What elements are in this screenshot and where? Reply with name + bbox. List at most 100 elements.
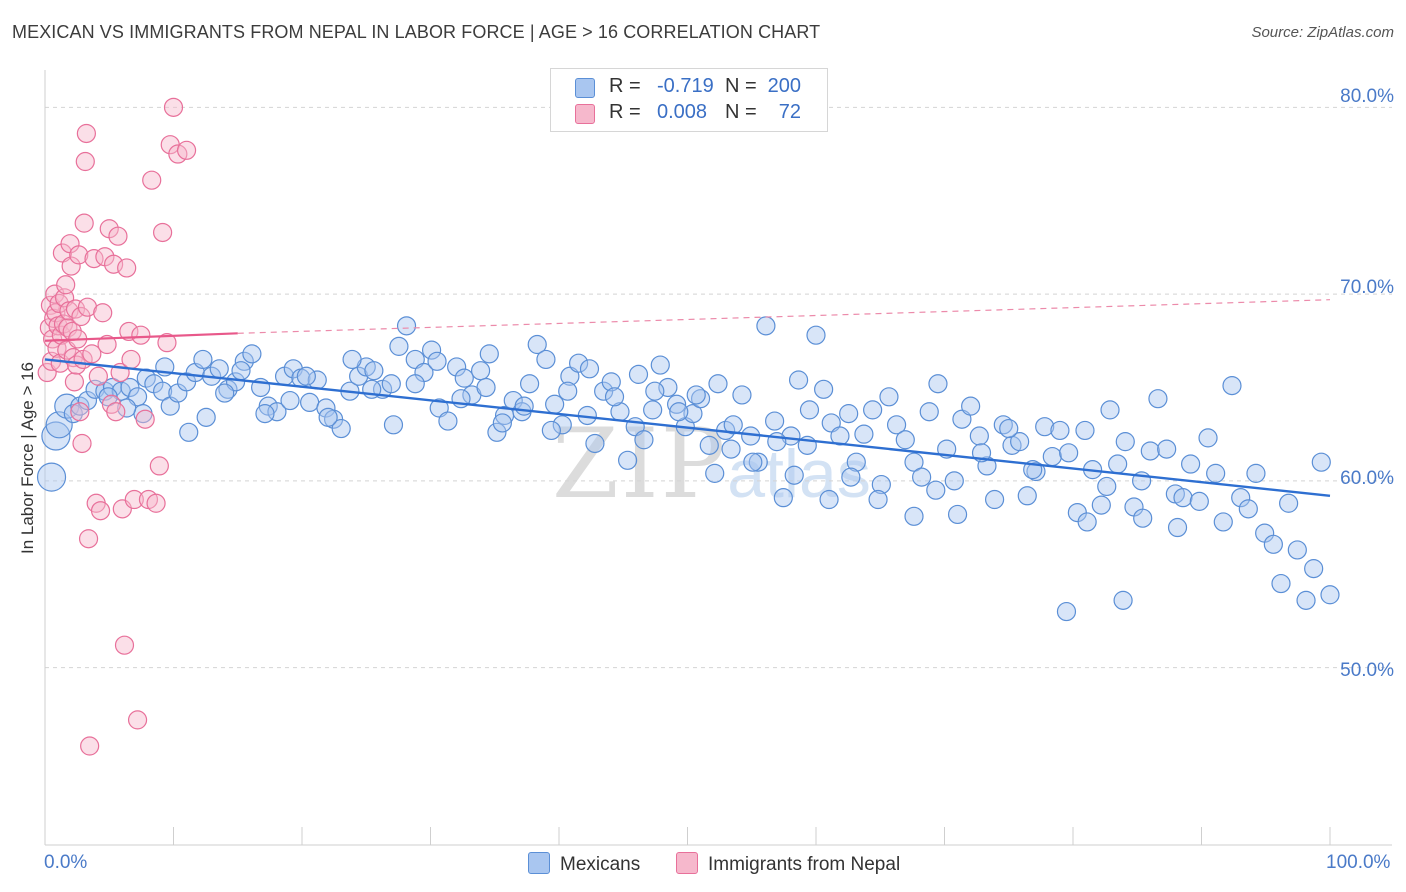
mexicans-point — [242, 344, 262, 364]
mexicans-point — [784, 465, 804, 485]
nepal-point — [127, 710, 148, 730]
mexicans-point — [863, 400, 883, 420]
mexicans-point — [1140, 441, 1160, 461]
nepal-point — [80, 736, 100, 756]
mexicans-point — [604, 387, 625, 407]
nepal-point — [69, 245, 89, 265]
legend-swatch-nepal — [676, 852, 698, 874]
mexicans-point — [1056, 601, 1077, 622]
nepal-point — [76, 123, 96, 144]
mexicans-point — [1198, 428, 1218, 448]
mexicans-point — [196, 407, 216, 427]
nepal-point — [56, 275, 76, 295]
mexicans-point — [519, 374, 540, 394]
nepal-point — [142, 170, 162, 190]
y-axis-label: In Labor Force | Age > 16 — [18, 361, 37, 555]
mexicans-point — [928, 374, 948, 394]
mexicans-point — [536, 349, 556, 370]
mexicans-point — [854, 424, 874, 444]
mexicans-point — [944, 471, 964, 491]
mexicans-point — [904, 452, 924, 472]
mexicans-point — [1133, 508, 1153, 528]
legend-item-mexicans[interactable]: Mexicans — [528, 852, 640, 876]
watermark: ZIPatlas — [552, 408, 871, 520]
mexicans-point — [492, 413, 512, 433]
nepal-point — [131, 325, 151, 345]
mexicans-point — [748, 452, 768, 472]
mexicans-point — [961, 396, 981, 416]
legend-r-label: R = — [609, 75, 641, 97]
watermark-zip: ZIP — [552, 408, 728, 520]
mexicans-point — [1304, 559, 1324, 579]
mexicans-point — [1181, 454, 1201, 474]
mexicans-point — [296, 366, 316, 386]
mexicans-point — [1113, 590, 1133, 610]
mexicans-point — [919, 402, 939, 422]
mexicans-point — [912, 467, 932, 487]
mexicans-point — [558, 381, 578, 401]
nepal-point — [61, 256, 81, 276]
mexicans-point — [732, 385, 752, 405]
legend-item-nepal[interactable]: Immigrants from Nepal — [676, 852, 900, 876]
nepal-point — [72, 433, 92, 454]
mexicans-point — [841, 467, 861, 487]
mexicans-point — [926, 480, 946, 500]
mexicans-point — [1035, 417, 1055, 437]
mexicans-point — [645, 381, 665, 401]
mexicans-point — [1097, 476, 1117, 497]
mexicans-point — [579, 359, 600, 379]
nepal-point — [117, 258, 137, 278]
mexicans-point — [886, 415, 907, 435]
nepal-point — [70, 402, 90, 422]
mexicans-point — [1042, 446, 1062, 467]
mexicans-point — [781, 426, 801, 446]
mexicans-point — [1115, 432, 1135, 452]
mexicans-point — [438, 411, 458, 431]
stats-legend: R = -0.719 N = 200 R = 0.008 N = 72 — [550, 68, 828, 132]
mexicans-point — [1296, 590, 1316, 610]
mexicans-point — [1026, 461, 1046, 482]
mexicans-point — [628, 364, 649, 384]
mexicans-point — [721, 439, 741, 459]
mexicans-point — [814, 379, 834, 399]
mexicans-point — [947, 504, 968, 525]
source-label: Source: ZipAtlas.com — [1251, 24, 1394, 41]
mexicans-point — [389, 336, 409, 356]
mexicans-point — [476, 377, 496, 398]
mexicans-point — [383, 415, 404, 435]
mexicans-point — [1271, 573, 1291, 594]
mexicans-point — [280, 390, 300, 411]
mexicans-point — [342, 349, 362, 370]
nepal-point — [153, 222, 173, 243]
nepal-point — [71, 306, 91, 327]
mexicans-point — [830, 426, 850, 446]
mexicans-point — [1279, 493, 1299, 513]
mexicans-point — [41, 421, 71, 451]
nepal-point — [77, 297, 98, 317]
y-tick-label: 80.0% — [1340, 86, 1394, 107]
mexicans-point — [1263, 534, 1283, 554]
mexicans-point — [381, 374, 401, 394]
mexicans-point — [708, 374, 728, 394]
mexicans-point — [1213, 512, 1233, 532]
nepal-point — [82, 344, 102, 364]
mexicans-point — [743, 452, 763, 472]
chart-title: MEXICAN VS IMMIGRANTS FROM NEPAL IN LABO… — [12, 22, 821, 42]
nepal-point — [149, 456, 169, 476]
mexicans-point — [993, 415, 1013, 435]
nepal-point — [90, 501, 111, 521]
mexicans-point — [454, 368, 474, 388]
legend-swatch-pink — [575, 104, 595, 124]
mexicans-point — [421, 340, 442, 360]
nepal-point — [119, 321, 139, 342]
legend-n-value: 72 — [778, 101, 801, 123]
mexicans-point — [1091, 495, 1111, 515]
axes — [44, 70, 1392, 846]
mexicans-point — [364, 361, 384, 381]
mexicans-point — [669, 402, 689, 422]
mexicans-point — [179, 422, 199, 442]
mexicans-point — [396, 316, 417, 336]
mexicans-point — [895, 430, 915, 450]
mexicans-point — [1311, 452, 1331, 472]
nepal-point — [37, 362, 57, 383]
